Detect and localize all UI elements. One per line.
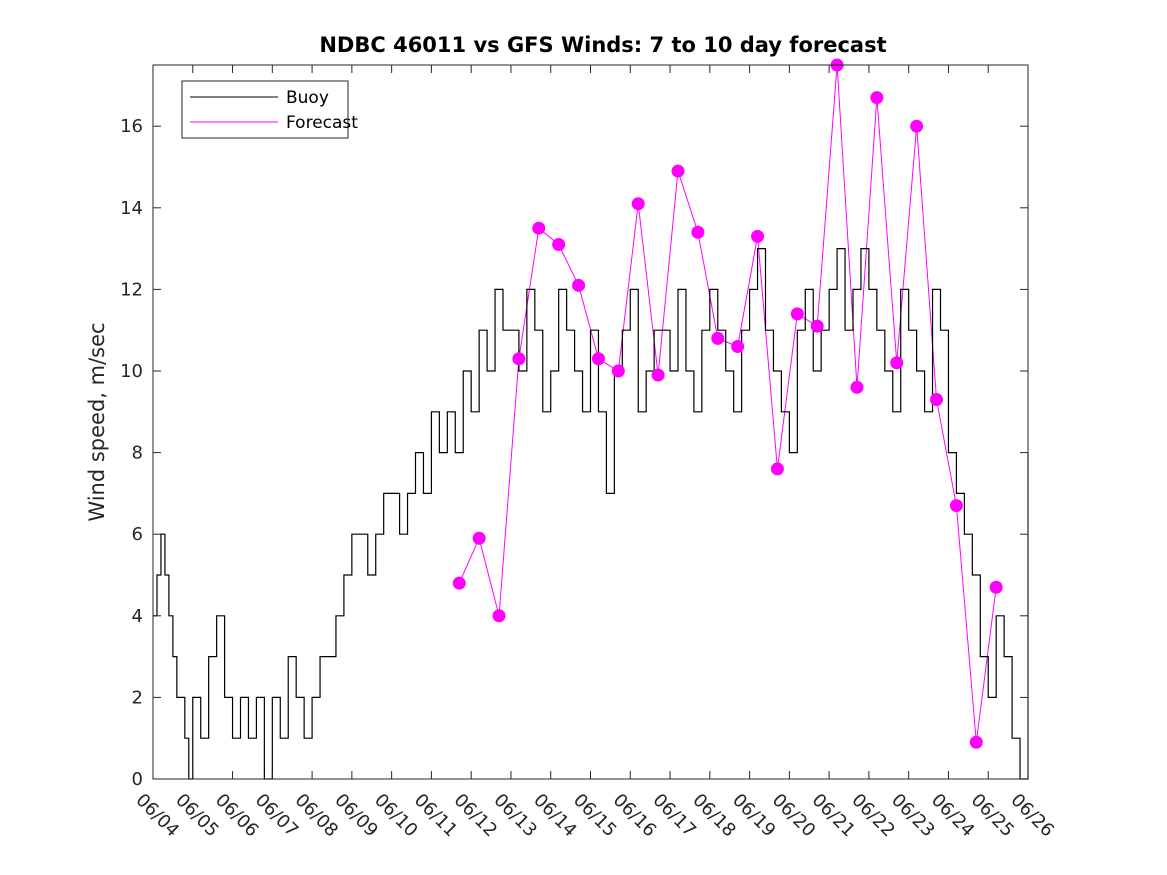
forecast-point <box>810 319 824 333</box>
y-tick-label: 10 <box>120 361 143 382</box>
y-tick-label: 14 <box>120 198 143 219</box>
forecast-point <box>631 197 645 211</box>
y-tick-label: 16 <box>120 116 143 137</box>
forecast-point <box>949 499 963 513</box>
forecast-point <box>651 368 665 382</box>
forecast-point <box>552 238 566 252</box>
y-tick-label: 12 <box>120 279 143 300</box>
plot-area <box>153 65 1028 779</box>
forecast-point <box>671 164 685 178</box>
forecast-point <box>770 462 784 476</box>
forecast-point <box>850 380 864 394</box>
forecast-point <box>572 278 586 292</box>
y-tick-label: 2 <box>132 687 143 708</box>
forecast-point <box>452 576 466 590</box>
forecast-points <box>452 58 1003 749</box>
forecast-point <box>611 364 625 378</box>
legend: Buoy Forecast <box>181 80 358 139</box>
y-tick-label: 0 <box>132 769 143 790</box>
y-tick-label: 6 <box>132 524 143 545</box>
chart-title: NDBC 46011 vs GFS Winds: 7 to 10 day for… <box>319 33 886 57</box>
y-tick-label: 4 <box>132 606 143 627</box>
legend-box <box>181 80 349 139</box>
forecast-point <box>711 331 725 345</box>
forecast-point <box>492 609 506 623</box>
forecast-line <box>458 64 997 743</box>
y-tick-label: 8 <box>132 443 143 464</box>
forecast-point <box>751 229 765 243</box>
forecast-point <box>472 531 486 545</box>
forecast-point <box>969 735 983 749</box>
forecast-point <box>890 356 904 370</box>
legend-buoy-label: Buoy <box>286 88 329 108</box>
forecast-point <box>870 91 884 105</box>
legend-forecast-label: Forecast <box>286 113 358 133</box>
forecast-point <box>910 119 924 133</box>
forecast-point <box>989 580 1003 594</box>
forecast-point <box>691 225 705 239</box>
forecast-point <box>591 352 605 366</box>
y-axis: 0 2 4 6 8 10 12 14 16 <box>120 116 1028 790</box>
forecast-point <box>731 340 745 354</box>
forecast-point <box>512 352 526 366</box>
y-axis-label: Wind speed, m/sec <box>85 322 109 521</box>
forecast-lines <box>458 64 997 743</box>
forecast-point <box>790 307 804 321</box>
forecast-point <box>930 393 944 407</box>
forecast-point <box>532 221 546 235</box>
